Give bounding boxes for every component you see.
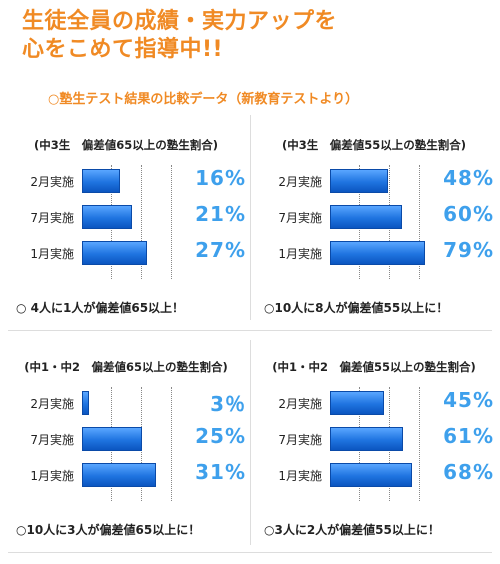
category-label: 1月実施 — [278, 247, 322, 261]
chart-row: 1月実施 79% — [254, 238, 494, 267]
chart-row: 7月実施 60% — [254, 202, 494, 231]
chart-row: 2月実施 3％ — [6, 389, 246, 417]
data-bar — [330, 391, 384, 415]
gridline — [171, 165, 172, 279]
chart-title: (中1・中2 偏差値65以上の塾生割合) — [24, 360, 228, 374]
data-label: 31% — [195, 460, 246, 484]
data-label: 48% — [443, 166, 494, 190]
category-label: 2月実施 — [30, 175, 74, 189]
vertical-divider — [250, 115, 251, 320]
panel-note: ○10人に3人が偏差値65以上に！ — [16, 523, 201, 537]
gridline — [171, 387, 172, 501]
data-label: 45% — [443, 388, 494, 412]
chart-panel-g12-dev55: (中1・中2 偏差値55以上の塾生割合) 2月実施 45% 7月実施 61% 1月実施 68… — [254, 337, 494, 552]
panel-note: ○ 4人に1人が偏差値65以上！ — [16, 301, 185, 315]
chart-panel-g3-dev55: (中3生 偏差値55以上の塾生割合) 2月実施 48% 7月実施 60% 1月実施 79% ○… — [254, 115, 494, 330]
chart-row: 7月実施 21% — [6, 202, 246, 231]
chart-row: 2月実施 16% — [6, 166, 246, 195]
data-label: 60% — [443, 202, 494, 226]
category-label: 2月実施 — [278, 397, 322, 411]
category-label: 1月実施 — [30, 247, 74, 261]
category-label: 1月実施 — [30, 469, 74, 483]
chart-title: (中3生 偏差値55以上の塾生割合) — [281, 138, 466, 152]
chart-row: 7月実施 61% — [254, 424, 494, 453]
chart-row: 2月実施 48% — [254, 166, 494, 195]
chart-row: 1月実施 31% — [6, 460, 246, 489]
chart-title: (中3生 偏差値65以上の塾生割合) — [33, 138, 218, 152]
category-label: 7月実施 — [30, 211, 74, 225]
headline-line-1: 生徒全員の成績・実力アップを — [22, 9, 338, 34]
category-label: 7月実施 — [278, 211, 322, 225]
data-bar — [330, 427, 403, 451]
data-label: 25% — [195, 424, 246, 448]
category-label: 7月実施 — [30, 433, 74, 447]
gridline — [419, 387, 420, 501]
gridline — [419, 165, 420, 279]
panel-note: ○10人に8人が偏差値55以上に！ — [264, 301, 449, 315]
comparison-subtitle: ○塾生テスト結果の比較データ（新教育テストより） — [48, 92, 359, 107]
data-label: 61% — [443, 424, 494, 448]
data-label: 16% — [195, 166, 246, 190]
data-bar — [82, 205, 132, 229]
vertical-divider-lower — [250, 340, 251, 545]
panel-note: ○3人に2人が偏差値55以上に！ — [264, 523, 440, 537]
data-label: 21% — [195, 202, 246, 226]
chart-row: 2月実施 45% — [254, 388, 494, 417]
data-label: 27% — [195, 238, 246, 262]
gridline — [141, 165, 142, 279]
data-bar — [330, 205, 402, 229]
data-bar — [82, 241, 147, 265]
data-bar — [82, 391, 89, 415]
chart-panel-g12-dev65: (中1・中2 偏差値65以上の塾生割合) 2月実施 3％ 7月実施 25% 1月実施 31%… — [6, 337, 246, 552]
headline: 生徒全員の成績・実力アップを 心をこめて指導中!! — [22, 8, 337, 64]
headline-line-2: 心をこめて指導中!! — [22, 37, 224, 62]
category-label: 7月実施 — [278, 433, 322, 447]
chart-row: 1月実施 27% — [6, 238, 246, 267]
chart-row: 7月実施 25% — [6, 424, 246, 453]
horizontal-divider — [8, 330, 492, 331]
data-bar — [82, 427, 142, 451]
category-label: 1月実施 — [278, 469, 322, 483]
category-label: 2月実施 — [30, 397, 74, 411]
bottom-divider — [8, 552, 492, 553]
chart-row: 1月実施 68% — [254, 460, 494, 489]
data-label: 79% — [443, 238, 494, 262]
data-bar — [330, 241, 425, 265]
chart-title: (中1・中2 偏差値55以上の塾生割合) — [272, 360, 476, 374]
data-bar — [330, 463, 412, 487]
data-label: 3％ — [210, 392, 246, 416]
category-label: 2月実施 — [278, 175, 322, 189]
data-label: 68% — [443, 460, 494, 484]
data-bar — [82, 169, 120, 193]
data-bar — [82, 463, 156, 487]
data-bar — [330, 169, 388, 193]
chart-panel-g3-dev65: (中3生 偏差値65以上の塾生割合) 2月実施 16% 7月実施 21% 1月実施 27% ○… — [6, 115, 246, 330]
